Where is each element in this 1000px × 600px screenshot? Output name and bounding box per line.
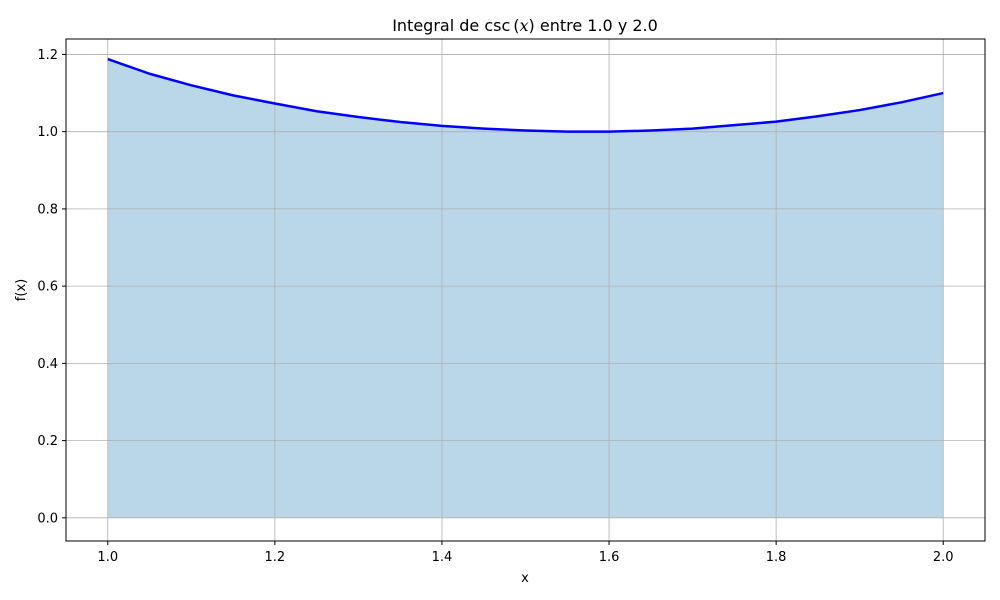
x-tick-label: 2.0 xyxy=(933,550,954,565)
title-variable: x xyxy=(520,16,529,35)
series-line-layer xyxy=(107,57,944,133)
y-tick-layer: 0.0 0.2 0.4 0.6 0.8 1.0 1.2 xyxy=(37,48,66,526)
title-prefix: Integral de csc xyxy=(392,16,510,35)
grid-layer xyxy=(66,39,985,541)
chart-title: Integral de csc (x) entre 1.0 y 2.0 xyxy=(392,16,658,35)
title-paren-close: ) xyxy=(529,16,535,35)
y-tick-label: 0.0 xyxy=(37,511,58,526)
x-tick-label: 1.4 xyxy=(432,550,453,565)
x-tick-label: 1.0 xyxy=(97,550,118,565)
y-tick-label: 0.8 xyxy=(37,202,58,217)
y-tick-label: 0.4 xyxy=(37,357,58,372)
y-axis-label: f(x) xyxy=(14,279,29,301)
y-tick-label: 0.6 xyxy=(37,280,58,295)
x-axis-label: x xyxy=(521,571,529,586)
x-tick-label: 1.2 xyxy=(265,550,286,565)
title-paren-open: ( xyxy=(513,16,519,35)
title-suffix: entre 1.0 y 2.0 xyxy=(535,16,658,35)
area-fill xyxy=(107,59,944,518)
axes-frame xyxy=(65,38,986,542)
y-tick-label: 1.0 xyxy=(37,125,58,140)
series-line xyxy=(107,57,944,133)
area-fill-layer xyxy=(107,59,944,518)
x-tick-layer: 1.0 1.2 1.4 1.6 1.8 2.0 xyxy=(97,541,954,565)
x-tick-label: 1.8 xyxy=(766,550,787,565)
y-tick-label: 0.2 xyxy=(37,434,58,449)
x-tick-label: 1.6 xyxy=(599,550,620,565)
y-tick-label: 1.2 xyxy=(37,48,58,63)
